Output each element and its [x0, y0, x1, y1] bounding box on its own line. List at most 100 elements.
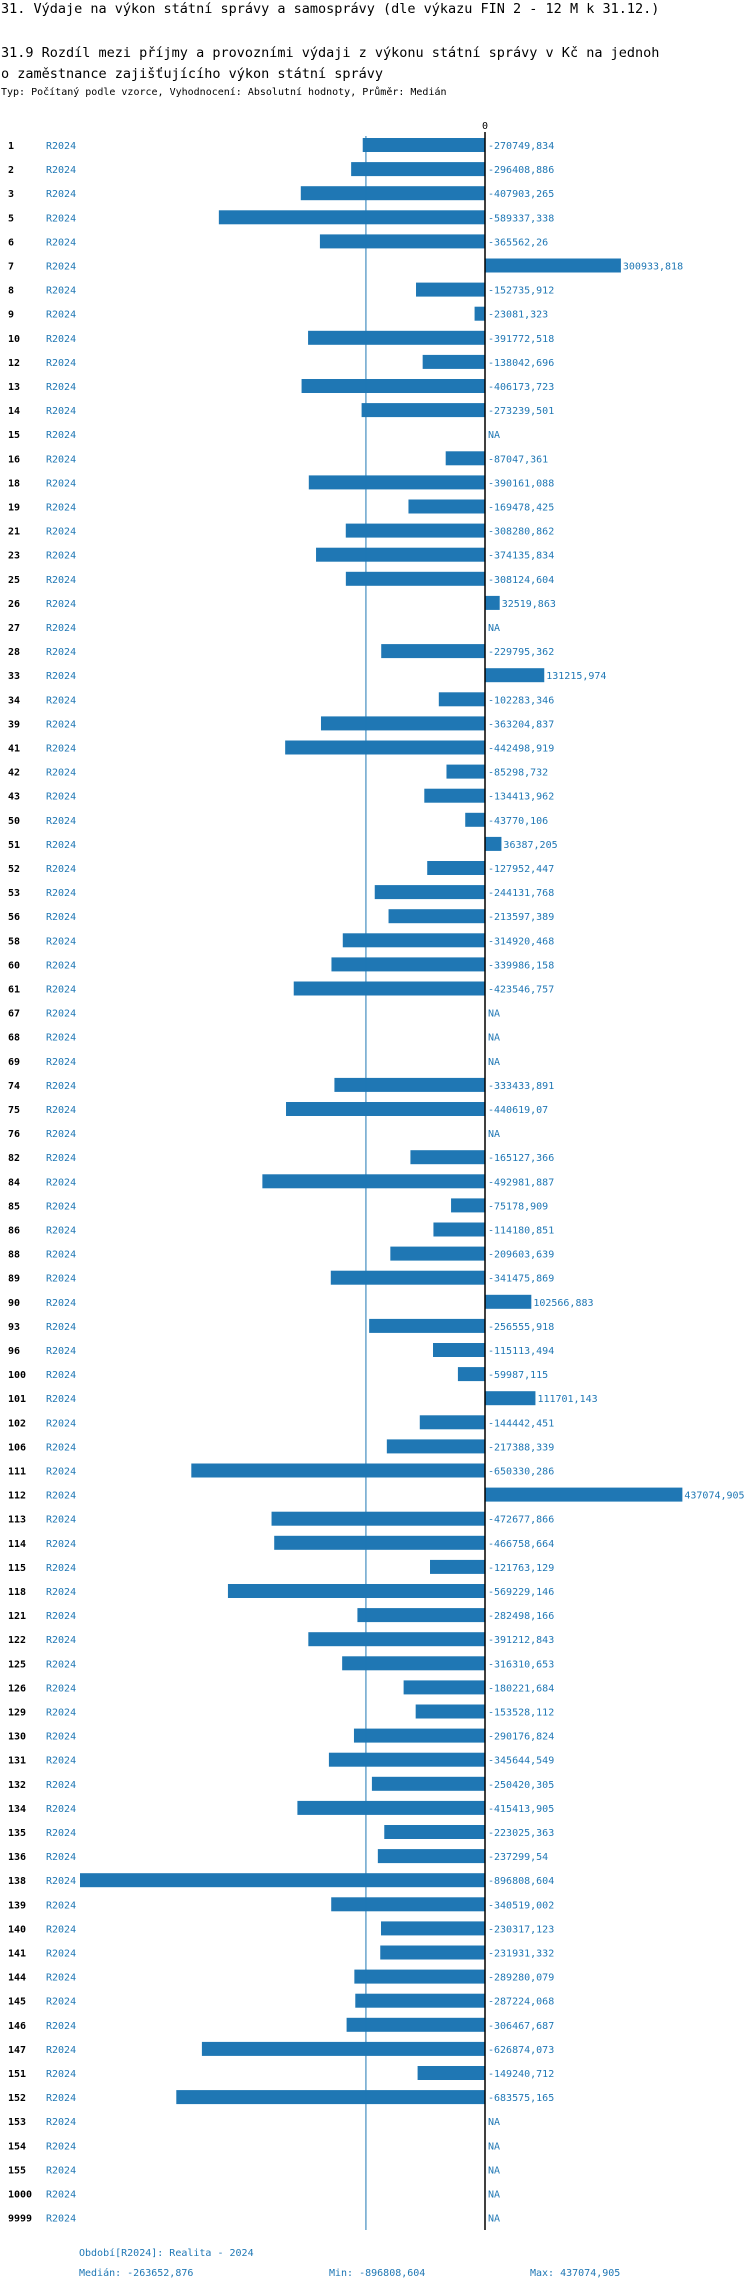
bar	[342, 1656, 485, 1671]
bar	[433, 1343, 485, 1357]
bar-value-label: -340519,002	[488, 1900, 554, 1911]
bar-value-label: 102566,883	[533, 1298, 593, 1309]
row-id-label: 102	[8, 1418, 26, 1429]
row-period-label: R2024	[46, 1997, 76, 2008]
row-id-label: 76	[8, 1129, 20, 1140]
bar-value-label: -365562,26	[488, 237, 548, 248]
bar-value-label: NA	[488, 2214, 500, 2225]
row-period-label: R2024	[46, 912, 76, 923]
row-period-label: R2024	[46, 1057, 76, 1068]
row-id-label: 153	[8, 2117, 26, 2128]
row-id-label: 5	[8, 213, 14, 224]
row-period-label: R2024	[46, 478, 76, 489]
bar-value-label: -314920,468	[488, 936, 554, 947]
bar	[457, 1367, 485, 1382]
bar	[485, 1487, 683, 1502]
row-id-label: 60	[8, 960, 20, 971]
row-id-label: 113	[8, 1515, 26, 1526]
row-period-label: R2024	[46, 1009, 76, 1020]
bar	[380, 1945, 485, 1960]
row-id-label: 138	[8, 1876, 26, 1887]
row-period-label: R2024	[46, 1201, 76, 1212]
row-period-label: R2024	[46, 1250, 76, 1261]
bar-value-label: -492981,887	[488, 1177, 554, 1188]
row-period-label: R2024	[46, 1129, 76, 1140]
row-id-label: 1000	[8, 2190, 32, 2201]
bar-value-label: 111701,143	[537, 1394, 597, 1405]
bar-value-label: -374135,834	[488, 551, 554, 562]
bar-chart: 0 1 R2024 -270749,834 2 R2024 -296408,886 3 R202…	[8, 121, 745, 2230]
row-id-label: 89	[8, 1274, 20, 1285]
row-id-label: 144	[8, 1973, 26, 1984]
row-period-label: R2024	[46, 2069, 76, 2080]
row-id-label: 28	[8, 647, 20, 658]
bar-value-label: -230317,123	[488, 1924, 554, 1935]
bar-value-label: 437074,905	[684, 1491, 744, 1502]
row-id-label: 23	[8, 551, 20, 562]
bar-value-label: -287224,068	[488, 1997, 554, 2008]
bar	[346, 2017, 485, 2032]
row-id-label: 146	[8, 2021, 26, 2032]
row-period-label: R2024	[46, 888, 76, 899]
bar	[474, 306, 485, 321]
chart-subtitle-line-2: o zaměstnance zajišťujícího výkon státní…	[1, 66, 384, 82]
bar	[357, 1608, 485, 1623]
row-id-label: 27	[8, 623, 20, 634]
row-id-label: 10	[8, 334, 20, 345]
row-id-label: 126	[8, 1683, 26, 1694]
bar	[328, 1752, 485, 1767]
bar	[427, 861, 485, 875]
row-id-label: 84	[8, 1177, 20, 1188]
row-period-label: R2024	[46, 165, 76, 176]
bar	[354, 1969, 485, 1984]
row-period-label: R2024	[46, 1732, 76, 1743]
bar-value-label: NA	[488, 1033, 500, 1044]
bar	[319, 234, 485, 249]
bar	[331, 1897, 485, 1912]
row-period-label: R2024	[46, 430, 76, 441]
bar	[410, 1150, 485, 1165]
row-period-label: R2024	[46, 1394, 76, 1405]
bar-value-label: -896808,604	[488, 1876, 554, 1887]
bar-value-label: -306467,687	[488, 2021, 554, 2032]
bar-value-label: -138042,696	[488, 358, 554, 369]
bar-value-label: -296408,886	[488, 165, 554, 176]
bar	[374, 885, 485, 900]
row-id-label: 93	[8, 1322, 20, 1333]
bar	[355, 1993, 485, 2008]
bar	[353, 1728, 485, 1743]
bar	[300, 186, 485, 201]
bar	[451, 1198, 485, 1213]
bar-value-label: -231931,332	[488, 1949, 554, 1960]
bar	[386, 1439, 485, 1454]
row-period-label: R2024	[46, 1924, 76, 1935]
bar-value-label: NA	[488, 1129, 500, 1140]
chart-meta: Typ: Počítaný podle vzorce, Vyhodnocení:…	[1, 87, 447, 98]
row-period-label: R2024	[46, 2214, 76, 2225]
row-period-label: R2024	[46, 768, 76, 779]
row-id-label: 88	[8, 1250, 20, 1261]
bar	[422, 354, 485, 369]
bar	[408, 499, 485, 514]
row-period-label: R2024	[46, 840, 76, 851]
bar-value-label: -114180,851	[488, 1226, 554, 1237]
row-id-label: 86	[8, 1226, 20, 1237]
bar	[191, 1463, 485, 1478]
row-period-label: R2024	[46, 1226, 76, 1237]
row-id-label: 58	[8, 936, 20, 947]
row-period-label: R2024	[46, 575, 76, 586]
row-period-label: R2024	[46, 406, 76, 417]
row-id-label: 96	[8, 1346, 20, 1357]
bar-value-label: -85298,732	[488, 768, 548, 779]
bar	[308, 475, 485, 490]
bar-value-label: -406173,723	[488, 382, 554, 393]
row-period-label: R2024	[46, 213, 76, 224]
row-id-label: 111	[8, 1467, 26, 1478]
bar-value-label: -270749,834	[488, 141, 554, 152]
bar-value-label: -59987,115	[488, 1370, 548, 1381]
row-period-label: R2024	[46, 1828, 76, 1839]
bar	[301, 379, 485, 393]
row-id-label: 14	[8, 406, 20, 417]
bar-value-label: NA	[488, 1009, 500, 1020]
row-period-label: R2024	[46, 1756, 76, 1767]
